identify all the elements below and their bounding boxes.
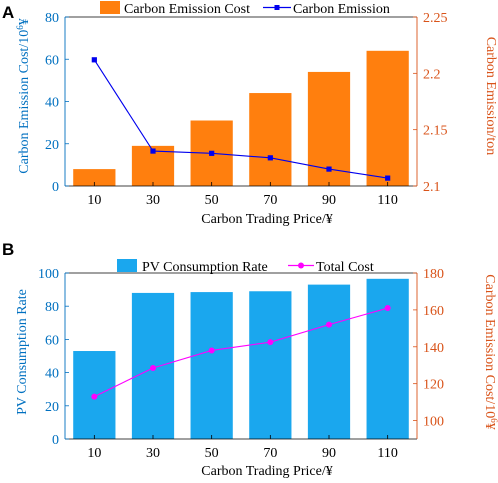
panel-b-ylabel-right-base: Carbon Emission Cost/10 [482,274,497,418]
bar-10 [73,169,116,186]
panel-b-ylabel-left: PV Consumption Rate [15,289,30,415]
bar-110 [366,278,409,439]
y-right-tick-label-180: 180 [423,267,444,282]
point-carbon-emission-70 [267,155,273,161]
point-carbon-emission-30 [150,148,156,154]
x-tick-label-30: 30 [146,446,160,461]
bar-90 [307,284,351,439]
legend-label-carbon-emission: Carbon Emission [293,2,390,17]
panel-a: A 10 30 50 70 90 110 0 20 40 60 80 2.1 2.15 2.2 2.25 C… [2,1,498,227]
y-left-tick-label-0: 0 [52,433,59,448]
panel-b-legend: PV Consumption Rate Total Cost [117,259,374,275]
x-tick-label-110: 110 [377,193,397,208]
x-tick-label-110: 110 [377,446,397,461]
y-left-tick-label-20: 20 [45,138,59,153]
x-tick-label-90: 90 [322,193,336,208]
y-left-tick-label-60: 60 [45,53,59,68]
panel-a-ylabel-left-unit: ¥ [17,18,32,25]
point-total-cost-10 [91,393,98,400]
panel-b-ylabel-right-exp: 6 [489,418,498,423]
panel-a-legend: Carbon Emission Cost Carbon Emission [100,1,390,17]
x-tick-label-50: 50 [205,446,219,461]
series-line-carbon-emission [93,59,388,179]
point-total-cost-70 [267,339,274,346]
point-total-cost-50 [208,347,215,354]
x-tick-label-30: 30 [146,193,160,208]
y-left-tick-label-80: 80 [45,300,59,315]
point-total-cost-30 [150,364,156,371]
y-left-tick-label-0: 0 [52,180,59,195]
panel-a-ylabel-left-base: Carbon Emission Cost/10 [17,30,32,174]
panel-a-ylabel-left-exp: 6 [15,25,25,30]
legend-label-total-cost: Total Cost [316,260,374,275]
panel-b: B 10 30 50 70 90 1100204060801001001201401601… [2,240,498,479]
panel-a-ylabel-right: Carbon Emission/ton [483,37,498,156]
panel-a-label: A [2,3,14,22]
legend-label-pv-consumption-rate: PV Consumption Rate [142,260,268,275]
panel-b-label: B [2,240,14,259]
x-tick-label-70: 70 [263,446,277,461]
panel-b-xlabel: Carbon Trading Price/¥ [201,464,332,479]
point-total-cost-110 [384,305,391,312]
panel-b-ylabel-right: Carbon Emission Cost/106¥ [482,274,498,429]
bar-110 [366,50,409,186]
y-right-tick-label-2.15: 2.15 [423,124,448,139]
y-right-tick-label-140: 140 [423,341,444,356]
bar-70 [249,291,292,439]
point-total-cost-90 [326,321,332,328]
legend-marker-total-cost [298,262,304,269]
y-left-tick-label-40: 40 [45,367,59,382]
point-carbon-emission-10 [91,57,97,63]
y-right-tick-label-120: 120 [423,378,444,393]
y-right-tick-label-160: 160 [423,304,444,319]
y-right-tick-label-2.25: 2.25 [423,11,448,26]
bar-70 [249,93,292,186]
x-tick-label-10: 10 [87,193,101,208]
y-left-tick-label-100: 100 [38,267,59,282]
x-tick-label-50: 50 [205,193,219,208]
point-carbon-emission-90 [326,166,332,172]
panel-a-plot-area: 10 30 50 70 90 110 0 20 40 60 80 2.1 2.15 2.2 2.25 [45,11,448,208]
y-right-tick-label-2.1: 2.1 [423,180,441,195]
panel-b-plot-area: 10 30 50 70 90 110 0 20 40 60 80 100 100 120 140 160 180 [38,267,444,461]
panel-a-xlabel: Carbon Trading Price/¥ [201,212,332,227]
panel-a-ylabel-left: Carbon Emission Cost/106¥ [15,18,32,173]
panel-b-ylabel-right-unit: ¥ [482,423,497,430]
y-left-tick-label-60: 60 [45,333,59,348]
y-left-tick-label-20: 20 [45,400,59,415]
legend-marker-carbon-emission [274,5,280,10]
x-tick-label-10: 10 [87,446,101,461]
y-left-tick-label-40: 40 [45,96,59,111]
series-line-total-cost [94,307,388,398]
legend-swatch-pv-consumption-rate [117,259,137,272]
y-left-tick-label-80: 80 [45,11,59,26]
point-carbon-emission-110 [385,175,391,181]
point-carbon-emission-50 [209,150,215,156]
legend-swatch-carbon-emission-cost [100,1,120,14]
bar-50 [190,292,233,439]
x-tick-label-90: 90 [322,446,336,461]
x-tick-label-70: 70 [263,193,277,208]
legend-label-carbon-emission-cost: Carbon Emission Cost [124,2,250,17]
y-right-tick-label-2.2: 2.2 [423,67,441,82]
y-right-tick-label-100: 100 [423,415,444,430]
